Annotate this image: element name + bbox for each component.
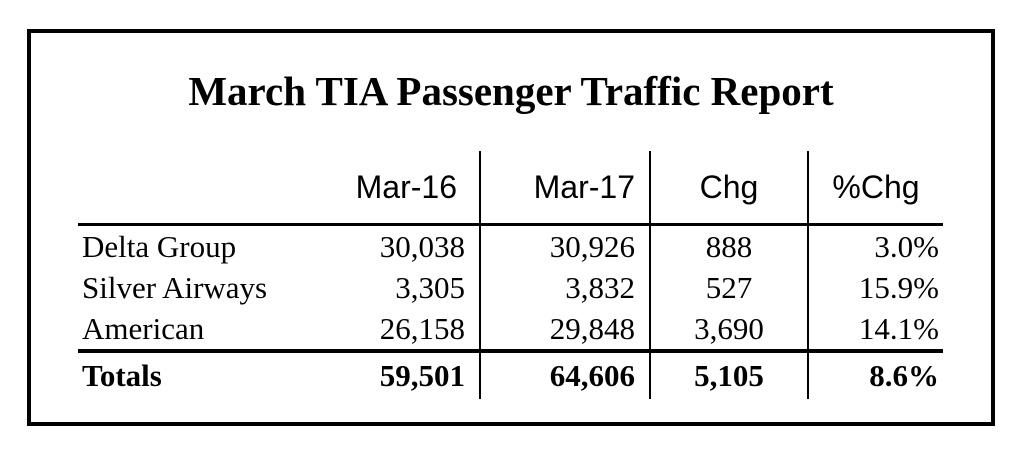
mar17-value: 30,926	[479, 224, 650, 267]
chg-value: 527	[649, 267, 808, 308]
table-header-row: Mar-16 Mar-17 Chg %Chg	[78, 151, 943, 226]
airline-name: American	[82, 310, 205, 346]
passenger-traffic-table: Mar-16 Mar-17 Chg %Chg Delta Group 30,03…	[78, 151, 943, 399]
chg-value: 888	[649, 224, 808, 267]
totals-mar16-value: 59,501	[310, 349, 480, 399]
mar16-value: 30,038	[379, 228, 465, 264]
report-frame: March TIA Passenger Traffic Report Mar-1…	[27, 29, 995, 426]
totals-label: Totals	[78, 349, 310, 399]
mar17-value: 29,848	[479, 308, 650, 351]
column-header-mar17: Mar-17	[479, 151, 650, 226]
totals-row: Totals 59,501 64,606 5,105 8.6%	[78, 349, 943, 399]
mar17-value: 3,832	[479, 267, 650, 308]
column-header-pct-chg: %Chg	[807, 151, 943, 226]
pct-chg-value: 15.9%	[807, 267, 943, 308]
chg-value: 3,690	[649, 308, 808, 351]
totals-chg-value: 5,105	[649, 349, 808, 399]
totals-mar17-value: 64,606	[479, 349, 650, 399]
airline-name: Silver Airways	[82, 269, 268, 305]
column-header-chg: Chg	[649, 151, 808, 226]
airline-name: Delta Group	[82, 228, 237, 264]
mar16-value: 26,158	[379, 310, 465, 346]
column-header-airline	[78, 151, 310, 226]
mar16-value: 3,305	[395, 269, 465, 305]
table-row: Delta Group 30,038 30,926 888 3.0%	[78, 224, 943, 267]
report-title: March TIA Passenger Traffic Report	[188, 68, 834, 114]
pct-chg-value: 14.1%	[807, 308, 943, 351]
totals-pct-chg-value: 8.6%	[807, 349, 943, 399]
pct-chg-value: 3.0%	[807, 224, 943, 267]
table-row: Silver Airways 3,305 3,832 527 15.9%	[78, 267, 943, 308]
column-header-mar16: Mar-16	[310, 151, 480, 226]
table-row: American 26,158 29,848 3,690 14.1%	[78, 308, 943, 351]
